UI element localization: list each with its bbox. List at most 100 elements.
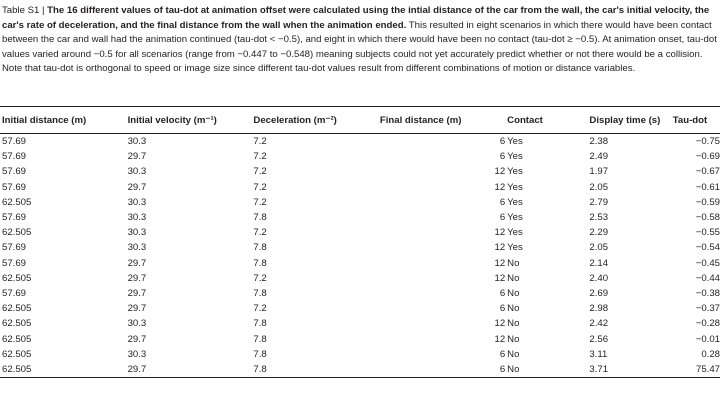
cell-display-time: 2.53 [589, 212, 609, 224]
cell-deceleration: 7.2 [253, 196, 267, 208]
cell-deceleration: 7.8 [251, 361, 378, 378]
cell-final-distance: 6 [499, 348, 506, 360]
table-row: 57.69 30.3 7.8 6 Yes 2.53 −0.58 [0, 210, 720, 225]
table-row: 57.69 29.7 7.8 6 No 2.69 −0.38 [0, 286, 720, 301]
header-initial-velocity: Initial velocity (m⁻¹) [125, 106, 252, 134]
table-row: 62.505 30.3 7.2 6 Yes 2.79 −0.59 [0, 195, 720, 210]
cell-initial-velocity: 30.3 [127, 212, 147, 224]
cell-initial-velocity: 29.7 [127, 151, 147, 163]
cell-final-distance: 6 [499, 151, 506, 163]
cell-tau-dot: −0.44 [695, 272, 720, 284]
table-row: 57.69 29.7 7.8 12 No 2.14 −0.45 [0, 256, 720, 271]
table-row: 57.69 29.7 7.2 6 Yes 2.49 −0.69 [0, 149, 720, 164]
caption-bold-text: The 16 different values of tau-dot at an… [2, 5, 710, 31]
cell-final-distance: 12 [494, 257, 506, 269]
header-final-distance: Final distance (m) [377, 106, 506, 134]
cell-tau-dot: −0.28 [695, 318, 720, 330]
data-table: Initial distance (m) Initial velocity (m… [0, 106, 720, 378]
cell-display-time: 2.69 [589, 287, 609, 299]
cell-initial-velocity: 30.3 [127, 242, 147, 254]
cell-display-time: 3.11 [589, 348, 608, 360]
cell-display-time: 2.98 [589, 303, 609, 315]
cell-final-distance: 12 [494, 181, 506, 193]
cell-display-time: 3.71 [587, 361, 671, 378]
cell-contact: No [505, 361, 588, 378]
cell-tau-dot: −0.69 [695, 151, 720, 163]
cell-deceleration: 7.8 [253, 318, 267, 330]
cell-deceleration: 7.2 [253, 272, 267, 284]
cell-contact: Yes [507, 166, 523, 178]
cell-initial-distance: 57.69 [2, 212, 27, 224]
cell-initial-distance: 57.69 [2, 242, 27, 254]
table-row: 62.505 29.7 7.2 6 No 2.98 −0.37 [0, 301, 720, 316]
cell-display-time: 1.97 [589, 166, 609, 178]
cell-initial-velocity: 29.7 [127, 257, 147, 269]
cell-display-time: 2.79 [589, 196, 609, 208]
table-body: 57.69 30.3 7.2 6 Yes 2.38 −0.75 57.69 29.7 7.2 6 Ye… [0, 134, 720, 378]
cell-deceleration: 7.8 [253, 348, 267, 360]
cell-tau-dot: 75.47 [670, 361, 720, 378]
cell-initial-distance: 62.505 [2, 272, 32, 284]
cell-final-distance: 6 [499, 303, 506, 315]
table-caption: Table S1 | The 16 different values of ta… [2, 4, 718, 77]
cell-tau-dot: 0.28 [701, 348, 720, 360]
cell-deceleration: 7.8 [253, 242, 267, 254]
table-row: 57.69 30.3 7.2 12 Yes 1.97 −0.67 [0, 164, 720, 179]
caption-label: Table S1 | [2, 5, 48, 16]
cell-contact: Yes [507, 227, 523, 239]
cell-initial-velocity: 30.3 [127, 136, 147, 148]
cell-tau-dot: −0.75 [695, 136, 720, 148]
cell-initial-velocity: 29.7 [125, 361, 252, 378]
header-tau-dot: Tau-dot [670, 106, 720, 134]
cell-initial-distance: 57.69 [2, 257, 27, 269]
cell-initial-velocity: 30.3 [127, 227, 147, 239]
cell-deceleration: 7.8 [253, 333, 267, 345]
cell-deceleration: 7.2 [253, 151, 267, 163]
cell-tau-dot: −0.54 [695, 242, 720, 254]
cell-display-time: 2.40 [589, 272, 609, 284]
cell-initial-velocity: 29.7 [127, 287, 147, 299]
cell-deceleration: 7.2 [253, 227, 267, 239]
cell-final-distance: 12 [494, 242, 506, 254]
cell-initial-velocity: 29.7 [127, 303, 147, 315]
header-contact: Contact [505, 106, 588, 134]
cell-initial-velocity: 30.3 [127, 348, 147, 360]
cell-deceleration: 7.2 [253, 166, 267, 178]
header-deceleration: Deceleration (m⁻²) [251, 106, 378, 134]
cell-initial-distance: 57.69 [2, 181, 27, 193]
cell-deceleration: 7.8 [253, 257, 267, 269]
cell-initial-velocity: 29.7 [127, 272, 147, 284]
cell-deceleration: 7.8 [253, 212, 267, 224]
cell-display-time: 2.42 [589, 318, 609, 330]
cell-tau-dot: −0.67 [695, 166, 720, 178]
cell-contact: No [507, 287, 520, 299]
table-row: 62.505 29.7 7.8 12 No 2.56 −0.01 [0, 331, 720, 346]
cell-display-time: 2.05 [589, 242, 609, 254]
table-row: 57.69 30.3 7.2 6 Yes 2.38 −0.75 [0, 134, 720, 150]
cell-initial-distance: 62.505 [2, 303, 32, 315]
cell-display-time: 2.49 [589, 151, 609, 163]
cell-display-time: 2.29 [589, 227, 609, 239]
cell-initial-distance: 57.69 [2, 287, 27, 299]
table-row: 62.505 30.3 7.8 6 No 3.11 0.28 [0, 347, 720, 362]
cell-initial-distance: 57.69 [2, 166, 27, 178]
cell-initial-velocity: 29.7 [127, 333, 147, 345]
cell-deceleration: 7.2 [253, 136, 267, 148]
header-display-time: Display time (s) [587, 106, 671, 134]
cell-final-distance: 6 [499, 287, 506, 299]
cell-tau-dot: −0.58 [695, 212, 720, 224]
cell-initial-distance: 62.505 [2, 227, 32, 239]
cell-final-distance: 6 [499, 196, 506, 208]
cell-deceleration: 7.8 [253, 287, 267, 299]
cell-display-time: 2.56 [589, 333, 609, 345]
cell-deceleration: 7.2 [253, 181, 267, 193]
cell-display-time: 2.38 [589, 136, 609, 148]
cell-contact: Yes [507, 181, 523, 193]
cell-contact: Yes [507, 242, 523, 254]
cell-final-distance: 12 [494, 227, 506, 239]
cell-final-distance: 12 [494, 333, 506, 345]
cell-final-distance: 12 [494, 272, 506, 284]
header-initial-distance: Initial distance (m) [0, 106, 126, 134]
cell-tau-dot: −0.45 [695, 257, 720, 269]
